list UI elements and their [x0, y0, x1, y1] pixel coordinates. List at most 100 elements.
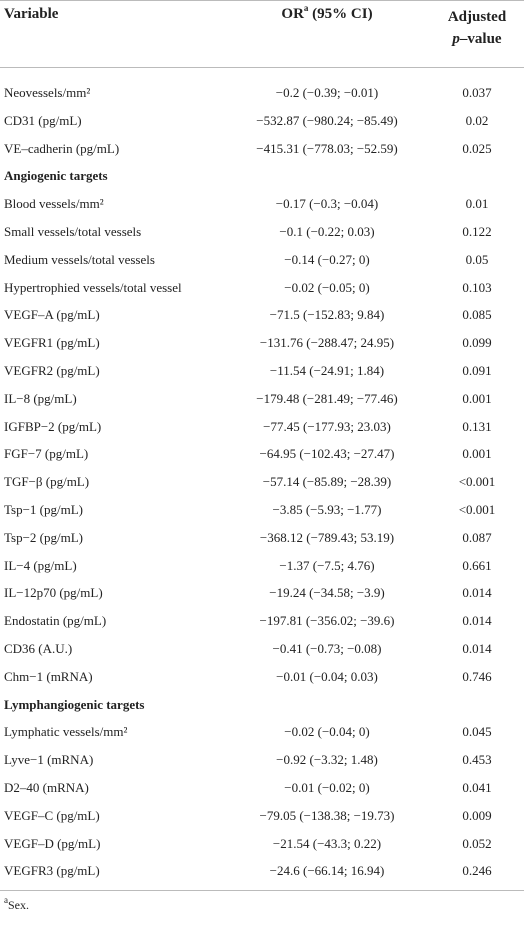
- table-cell: VEGF–A (pg/mL): [4, 307, 100, 323]
- table-cell: 0.746: [462, 668, 492, 684]
- table-cell: VEGF–C (pg/mL): [4, 807, 100, 823]
- table-row: Blood vessels/mm² −0.17 (−0.3; −0.04) 0.01: [0, 192, 524, 220]
- table-cell: −1.37 (−7.5; 4.76): [279, 557, 375, 573]
- header-cell: Variable: [4, 6, 59, 22]
- header-text: (95% CI): [308, 6, 373, 22]
- footnote-text: Sex.: [8, 898, 29, 912]
- table-cell: 0.009: [462, 807, 492, 823]
- table-cell: VEGFR1 (pg/mL): [4, 335, 100, 351]
- table-row: IL−8 (pg/mL) −179.48 (−281.49; −77.46) 0.0…: [0, 387, 524, 415]
- table-cell: −0.01 (−0.02; 0): [284, 779, 370, 795]
- table-cell: 0.052: [462, 835, 492, 851]
- table-cell: CD36 (A.U.): [4, 640, 73, 656]
- table-cell: Tsp−1 (pg/mL): [4, 501, 83, 517]
- table-cell: IGFBP−2 (pg/mL): [4, 418, 102, 434]
- table-cell: −179.48 (−281.49; −77.46): [256, 390, 398, 406]
- table-body: Neovessels/mm² −0.2 (−0.39; −0.01) 0.037 CD…: [0, 81, 524, 887]
- header-text: –value: [459, 31, 502, 47]
- superscript: a: [4, 895, 8, 905]
- table-row: VEGFR2 (pg/mL) −11.54 (−24.91; 1.84) 0.091: [0, 359, 524, 387]
- table-cell: IL−12p70 (pg/mL): [4, 585, 103, 601]
- table-cell: 0.661: [462, 557, 492, 573]
- table-cell: −0.41 (−0.73; −0.08): [272, 640, 382, 656]
- table-row: Endostatin (pg/mL) −197.81 (−356.02; −39.…: [0, 609, 524, 637]
- table-cell: IL−8 (pg/mL): [4, 390, 77, 406]
- table-cell: Chm−1 (mRNA): [4, 668, 93, 684]
- table-cell: 0.246: [462, 863, 492, 879]
- table-row: VEGFR3 (pg/mL) −24.6 (−66.14; 16.94) 0.246: [0, 859, 524, 887]
- table-cell: <0.001: [458, 501, 496, 517]
- table-cell: IL−4 (pg/mL): [4, 557, 77, 573]
- table-cell: 0.05: [465, 251, 489, 267]
- header-cell: ORa (95% CI): [250, 3, 404, 23]
- header-text: p: [452, 31, 460, 47]
- table-row: CD31 (pg/mL) −532.87 (−980.24; −85.49) 0.0…: [0, 109, 524, 137]
- table-cell: −64.95 (−102.43; −27.47): [259, 446, 395, 462]
- table-cell: −0.17 (−0.3; −0.04): [275, 196, 379, 212]
- table-cell: 0.122: [462, 223, 492, 239]
- table-cell: FGF−7 (pg/mL): [4, 446, 89, 462]
- table-cell: −0.1 (−0.22; 0.03): [279, 223, 375, 239]
- table-cell: Blood vessels/mm²: [4, 196, 104, 212]
- table-cell: Small vessels/total vessels: [4, 223, 142, 239]
- section-row: Lymphangiogenic targets: [0, 693, 524, 721]
- table-row: Small vessels/total vessels −0.1 (−0.22; …: [0, 220, 524, 248]
- table-row: VEGF–C (pg/mL) −79.05 (−138.38; −19.73) 0.…: [0, 804, 524, 832]
- table-row: CD36 (A.U.) −0.41 (−0.73; −0.08) 0.014: [0, 637, 524, 665]
- table-cell: −11.54 (−24.91; 1.84): [269, 362, 385, 378]
- table-cell: Lymphatic vessels/mm²: [4, 724, 128, 740]
- table-cell: Medium vessels/total vessels: [4, 251, 155, 267]
- superscript: a: [303, 3, 309, 13]
- rule: [0, 67, 524, 68]
- table-cell: 0.014: [462, 640, 492, 656]
- header-cell: Adjusted p–value: [430, 6, 524, 50]
- table-cell: 0.453: [462, 752, 492, 768]
- table-row: Hypertrophied vessels/total vessel −0.02 …: [0, 276, 524, 304]
- table-cell: 0.02: [465, 112, 489, 128]
- table-cell: Tsp−2 (pg/mL): [4, 529, 83, 545]
- table-cell: −0.02 (−0.04; 0): [284, 724, 370, 740]
- table-row: Tsp−1 (pg/mL) −3.85 (−5.93; −1.77) <0.001: [0, 498, 524, 526]
- table-cell: 0.037: [462, 85, 492, 100]
- table-row: Lymphatic vessels/mm² −0.02 (−0.04; 0) 0.0…: [0, 720, 524, 748]
- table-cell: Neovessels/mm²: [4, 85, 91, 100]
- table-cell: 0.045: [462, 724, 492, 740]
- table-cell: −0.02 (−0.05; 0): [284, 279, 370, 295]
- table-cell: −21.54 (−43.3; 0.22): [272, 835, 382, 851]
- table-row: TGF−β (pg/mL) −57.14 (−85.89; −28.39) <0.0…: [0, 470, 524, 498]
- table-cell: D2–40 (mRNA): [4, 779, 89, 795]
- table-cell: 0.103: [462, 279, 492, 295]
- rule: [0, 0, 524, 1]
- table-row: Neovessels/mm² −0.2 (−0.39; −0.01) 0.037: [0, 81, 524, 109]
- table-cell: 0.091: [462, 362, 492, 378]
- footnote: aSex.: [4, 895, 29, 913]
- table-row: Medium vessels/total vessels −0.14 (−0.27…: [0, 248, 524, 276]
- table-cell: −197.81 (−356.02; −39.6): [259, 613, 395, 629]
- table-cell: −131.76 (−288.47; 24.95): [259, 335, 395, 351]
- table-cell: 0.099: [462, 335, 492, 351]
- table-cell: −71.5 (−152.83; 9.84): [269, 307, 385, 323]
- table-row: VE–cadherin (pg/mL) −415.31 (−778.03; −52…: [0, 137, 524, 165]
- table-cell: −24.6 (−66.14; 16.94): [269, 863, 385, 879]
- table-cell: −368.12 (−789.43; 53.19): [259, 529, 395, 545]
- table-row: Tsp−2 (pg/mL) −368.12 (−789.43; 53.19) 0.0…: [0, 526, 524, 554]
- table-row: IL−4 (pg/mL) −1.37 (−7.5; 4.76) 0.661: [0, 554, 524, 582]
- header-text: OR: [281, 6, 304, 22]
- table-cell: VEGF–D (pg/mL): [4, 835, 101, 851]
- table-cell: −415.31 (−778.03; −52.59): [256, 140, 398, 156]
- section-row: Angiogenic targets: [0, 164, 524, 192]
- table-cell: −19.24 (−34.58; −3.9): [269, 585, 385, 601]
- table-cell: 0.01: [465, 196, 489, 212]
- table-cell: CD31 (pg/mL): [4, 112, 82, 128]
- table-cell: −57.14 (−85.89; −28.39): [262, 474, 392, 490]
- table-cell: Endostatin (pg/mL): [4, 613, 107, 629]
- table-cell: VE–cadherin (pg/mL): [4, 140, 120, 156]
- table-cell: TGF−β (pg/mL): [4, 474, 90, 490]
- table-row: D2–40 (mRNA) −0.01 (−0.02; 0) 0.041: [0, 776, 524, 804]
- table-cell: Hypertrophied vessels/total vessel: [4, 279, 182, 295]
- header: Variable ORa (95% CI) Adjusted p–value: [0, 0, 524, 66]
- table-cell: −0.92 (−3.32; 1.48): [276, 752, 378, 768]
- table-cell: 0.085: [462, 307, 492, 323]
